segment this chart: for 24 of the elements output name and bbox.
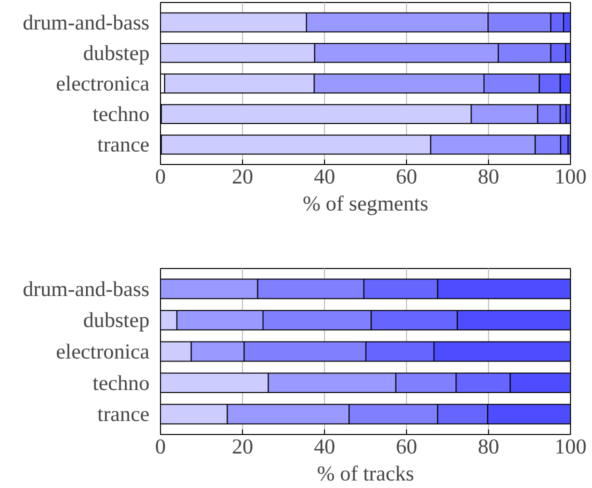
y-tick-label: dubstep [83,40,150,65]
y-tick-label: dubstep [83,308,150,332]
y-tick-label: trance [97,402,150,426]
y-tick-label: techno [92,102,150,126]
x-tick-label: 60 [396,164,418,188]
y-tick-label: drum-and-bass [22,276,150,301]
x-tick-label: 0 [155,164,166,188]
y-tick-label: electronica [56,340,150,364]
x-tick-label: 40 [314,434,336,458]
x-tick-label: 0 [155,434,166,458]
x-axis-title: % of tracks [316,462,414,486]
y-tick-label: electronica [56,72,150,96]
x-tick-label: 100 [554,164,587,188]
x-tick-label: 40 [314,164,336,188]
x-tick-label: 20 [232,164,254,188]
x-tick-label: 20 [232,434,254,458]
x-tick-label: 80 [478,434,500,458]
y-tick-label: drum-and-bass [22,10,150,34]
x-tick-label: 80 [478,164,500,188]
x-tick-label: 100 [554,434,587,458]
x-axis-title: % of segments [302,192,428,216]
y-tick-label: trance [97,132,150,157]
y-tick-label: techno [92,370,150,395]
x-tick-label: 60 [396,434,418,458]
